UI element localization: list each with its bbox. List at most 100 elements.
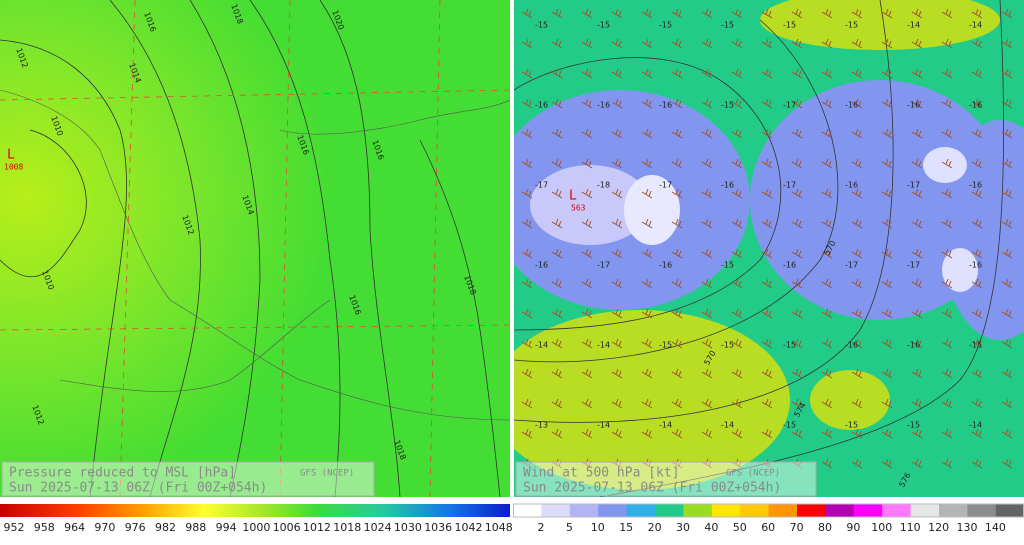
colorbar-label: 958	[34, 521, 55, 534]
wind-barb	[641, 218, 653, 229]
wind-barb	[551, 398, 563, 409]
wind-barb	[581, 428, 593, 439]
temperature-label: -15	[907, 421, 920, 430]
wind-barb	[611, 338, 623, 349]
wind-barb	[851, 278, 863, 289]
wind-barb	[941, 428, 953, 439]
graticule	[0, 0, 511, 498]
wind-barb	[671, 308, 683, 319]
wind-barb	[971, 188, 983, 199]
temperature-label: -17	[783, 181, 796, 190]
wind-barb	[881, 38, 893, 49]
wind-barb	[761, 128, 773, 139]
wind-barb	[551, 8, 563, 19]
wind-barb	[671, 188, 683, 199]
wind-barb	[791, 278, 803, 289]
wind-barb	[821, 338, 833, 349]
wind-barb	[1001, 368, 1013, 379]
colorbar-label: 964	[64, 521, 85, 534]
wind-barb	[821, 68, 833, 79]
temperature-label: -17	[597, 261, 610, 270]
wind-barb	[791, 428, 803, 439]
wind-barb	[731, 248, 743, 259]
wind-barb	[701, 98, 713, 109]
wind-barb	[1001, 278, 1013, 289]
temperature-label: -16	[597, 101, 610, 110]
colorbar-label: 15	[619, 521, 633, 534]
wind-barb	[971, 158, 983, 169]
wind-barb	[521, 308, 533, 319]
wind-barb	[911, 338, 923, 349]
wind-barb	[881, 398, 893, 409]
wind-barb	[551, 158, 563, 169]
wind-barb	[671, 158, 683, 169]
wind-barb	[1001, 458, 1013, 469]
wind-barb	[551, 188, 563, 199]
temperature-label: -14	[721, 421, 734, 430]
temperature-label: -17	[845, 261, 858, 270]
wind-barb	[521, 68, 533, 79]
colorbar-label: 1000	[242, 521, 270, 534]
wind-barb	[611, 188, 623, 199]
wind-barb	[581, 98, 593, 109]
wind-barb	[1001, 68, 1013, 79]
wind-barb	[611, 8, 623, 19]
wind-barb	[641, 188, 653, 199]
temperature-label: -15	[721, 261, 734, 270]
temperature-label: -15	[659, 341, 672, 350]
wind-barb	[671, 8, 683, 19]
wind-barb	[821, 8, 833, 19]
wind-barb	[761, 8, 773, 19]
temperature-label: -16	[969, 261, 982, 270]
wind-barb	[641, 308, 653, 319]
wind-barb	[941, 218, 953, 229]
wind-barb	[551, 308, 563, 319]
wind-barb	[641, 68, 653, 79]
temperature-label: -15	[721, 101, 734, 110]
temperature-label: -15	[659, 21, 672, 30]
temperature-label: -17	[907, 261, 920, 270]
temperature-label: -17	[783, 101, 796, 110]
wind-barb	[821, 38, 833, 49]
wind-barb	[581, 158, 593, 169]
wind-barb	[731, 428, 743, 439]
colorbar-swatch	[569, 504, 599, 517]
wind-barb	[581, 368, 593, 379]
left-colorbar	[0, 504, 510, 517]
wind-barb	[1001, 308, 1013, 319]
colorbar-swatch	[910, 504, 940, 517]
wind-barb	[671, 278, 683, 289]
wind-barb	[1001, 248, 1013, 259]
wind-barb	[911, 398, 923, 409]
wind-barb	[611, 218, 623, 229]
colorbar-label: 120	[928, 521, 949, 534]
wind-barb	[551, 428, 563, 439]
temperature-label: -18	[597, 181, 610, 190]
wind-barb	[911, 38, 923, 49]
wind-barb	[731, 188, 743, 199]
temperature-label: -14	[535, 341, 548, 350]
wind-barb	[851, 188, 863, 199]
wind-barb	[881, 188, 893, 199]
wind-barb	[851, 338, 863, 349]
wind-barb	[821, 278, 833, 289]
wind-barb	[1001, 338, 1013, 349]
temperature-label: -15	[783, 341, 796, 350]
wind-barb	[791, 98, 803, 109]
temperature-label: -16	[721, 181, 734, 190]
temperature-label: -17	[535, 181, 548, 190]
colorbar-label: 976	[125, 521, 146, 534]
wind-barb	[701, 398, 713, 409]
wind-barb	[911, 458, 923, 469]
wind-barb	[851, 128, 863, 139]
colorbar-label: 90	[846, 521, 860, 534]
wind-barb	[911, 368, 923, 379]
colorbar-label: 1030	[394, 521, 422, 534]
wind-barb	[671, 128, 683, 139]
wind-barb	[581, 128, 593, 139]
wind-barb	[971, 98, 983, 109]
wind-barb	[551, 38, 563, 49]
wind-barb	[671, 398, 683, 409]
